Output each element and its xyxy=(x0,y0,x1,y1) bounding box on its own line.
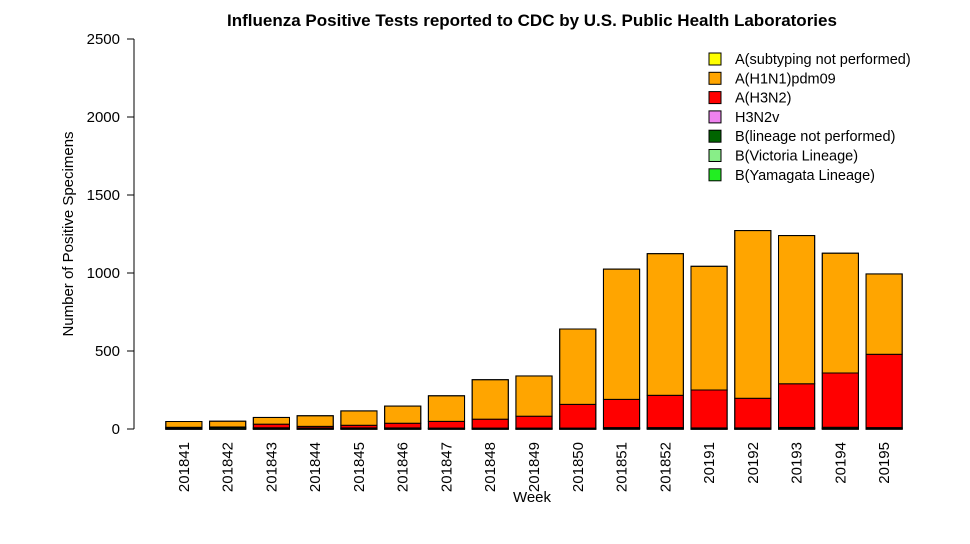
legend-swatch xyxy=(708,91,722,105)
x-tick-label: 201850 xyxy=(570,442,587,492)
bar-segment xyxy=(602,398,641,429)
bar xyxy=(515,375,553,430)
bar-segment xyxy=(646,253,684,396)
bar-segment xyxy=(515,415,553,429)
y-axis: 0 500 1000 1500 2000 2500 xyxy=(87,31,135,438)
legend-swatch xyxy=(708,110,722,124)
bar-segment xyxy=(602,268,641,400)
bar-segment xyxy=(252,423,290,429)
bar-segment xyxy=(559,403,597,429)
bar-segment xyxy=(515,375,553,417)
bar-segment xyxy=(209,420,247,428)
bar xyxy=(646,253,684,430)
x-tick-label: 201847 xyxy=(438,442,455,492)
y-tick-label: 1000 xyxy=(87,265,120,282)
bar xyxy=(559,328,597,430)
y-tick-label: 2500 xyxy=(87,31,120,48)
legend-label: A(subtyping not performed) xyxy=(735,52,911,68)
y-axis-label: Number of Positive Specimens xyxy=(60,131,77,336)
bar-segment xyxy=(340,410,378,426)
legend-label: A(H1N1)pdm09 xyxy=(735,71,836,87)
legend: A(subtyping not performed) A(H1N1)pdm09 A(… xyxy=(708,52,911,184)
bar xyxy=(165,421,203,430)
bars xyxy=(165,230,903,430)
x-tick-label: 20194 xyxy=(832,442,849,484)
bar-segment xyxy=(778,383,816,428)
x-tick-label: 201846 xyxy=(395,442,412,492)
legend-swatch xyxy=(708,71,722,85)
chart-title: Influenza Positive Tests reported to CDC… xyxy=(227,11,837,30)
x-tick-label: 20193 xyxy=(789,442,806,484)
bar-segment xyxy=(471,418,509,429)
bar-segment xyxy=(821,372,859,428)
bar xyxy=(296,415,334,430)
bar-segment xyxy=(296,415,334,427)
x-tick-label: 201843 xyxy=(263,442,280,492)
legend-swatch xyxy=(708,52,722,66)
bar xyxy=(209,420,247,430)
bar xyxy=(471,379,509,430)
x-axis-tick-labels: 201841 201842 201843 201844 201845 201846 2018… xyxy=(176,442,893,492)
x-tick-label: 201852 xyxy=(657,442,674,492)
bar xyxy=(778,235,816,430)
legend-swatch xyxy=(708,149,722,162)
bar-segment xyxy=(821,252,859,374)
y-tick-label: 2000 xyxy=(87,109,120,126)
bar-segment xyxy=(865,273,903,355)
y-tick-label: 0 xyxy=(112,421,120,438)
legend-label: B(Yamagata Lineage) xyxy=(735,168,875,184)
x-tick-label: 20192 xyxy=(745,442,762,484)
legend-label: B(lineage not performed) xyxy=(735,129,895,145)
x-tick-label: 201844 xyxy=(307,442,324,492)
bar xyxy=(340,410,378,430)
bar-segment xyxy=(471,379,509,420)
x-tick-label: 201848 xyxy=(482,442,499,492)
bar-segment xyxy=(865,353,903,429)
bar-segment xyxy=(690,389,728,429)
y-tick-label: 500 xyxy=(95,343,120,360)
legend-label: A(H3N2) xyxy=(735,91,791,107)
bar xyxy=(821,252,859,430)
bar-segment xyxy=(384,422,422,429)
bar-segment xyxy=(427,420,466,429)
bar-segment xyxy=(690,265,728,391)
bar-segment xyxy=(734,230,772,399)
bar xyxy=(690,265,728,430)
bar-segment xyxy=(778,235,816,385)
x-tick-label: 20191 xyxy=(701,442,718,484)
bar-segment xyxy=(734,397,772,429)
bar xyxy=(865,273,903,430)
bar-segment xyxy=(384,405,422,424)
bar xyxy=(252,416,290,430)
bar xyxy=(734,230,772,430)
bar xyxy=(602,268,641,430)
x-tick-label: 201851 xyxy=(614,442,631,492)
y-tick-label: 1500 xyxy=(87,187,120,204)
x-tick-label: 20195 xyxy=(876,442,893,484)
bar xyxy=(427,395,466,430)
bar-segment xyxy=(427,395,466,422)
bar-segment xyxy=(252,416,290,425)
x-tick-label: 201845 xyxy=(351,442,368,492)
legend-swatch xyxy=(708,129,722,143)
x-axis-label: Week xyxy=(513,489,552,506)
x-tick-label: 201841 xyxy=(176,442,193,492)
bar-segment xyxy=(165,421,203,428)
bar-segment xyxy=(646,394,684,429)
x-tick-label: 201842 xyxy=(220,442,237,492)
legend-label: H3N2v xyxy=(735,110,780,126)
x-tick-label: 201849 xyxy=(526,442,543,492)
bar-segment xyxy=(559,328,597,405)
bar xyxy=(384,405,422,430)
legend-swatch xyxy=(708,168,722,182)
legend-label: B(Victoria Lineage) xyxy=(735,149,858,165)
